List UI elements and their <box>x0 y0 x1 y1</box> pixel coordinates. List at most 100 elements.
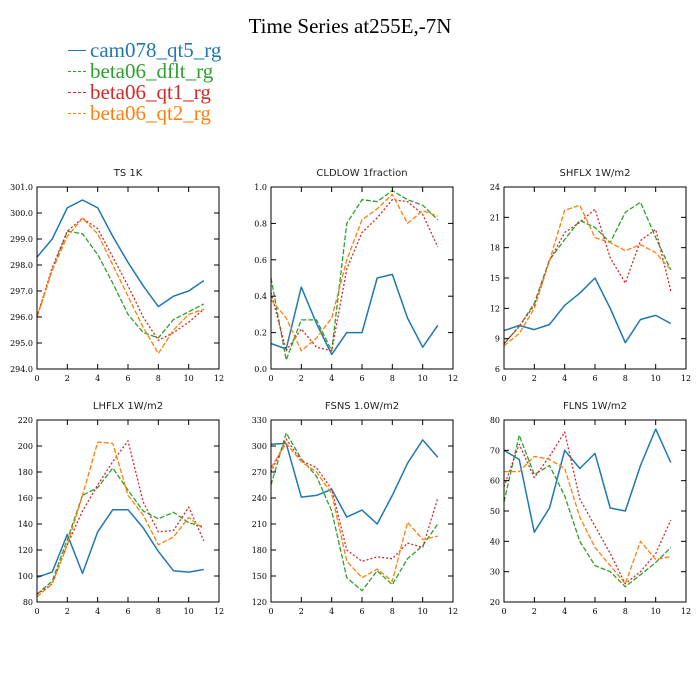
x-tick-label: 6 <box>359 607 364 616</box>
chart-panel-5: FSNS 1.0W/m2 0 2 4 6 8 10 12 120 150 180 210 240 270 3… <box>252 401 458 616</box>
x-tick-label: 2 <box>65 374 70 383</box>
legend-swatch <box>68 92 86 93</box>
x-tick-label: 0 <box>501 607 506 616</box>
y-tick-label: 330 <box>252 416 267 425</box>
y-tick-label: 0.8 <box>254 219 267 228</box>
y-tick-label: 120 <box>252 598 267 607</box>
x-tick-label: 8 <box>390 607 395 616</box>
y-tick-label: 0.6 <box>254 256 267 265</box>
series-line-beta06_qt2_rg <box>270 442 438 582</box>
x-tick-label: 8 <box>623 607 628 616</box>
y-tick-label: 15 <box>490 274 500 283</box>
series-line-beta06_dflt_rg <box>503 434 672 588</box>
y-tick-label: 80 <box>23 598 33 607</box>
series-line-cam078_qt5_rg <box>36 508 204 579</box>
x-tick-label: 6 <box>592 374 597 383</box>
panel-title: FSNS 1.0W/m2 <box>325 401 399 412</box>
x-tick-label: 12 <box>681 607 691 616</box>
x-tick-label: 2 <box>65 607 70 616</box>
series-line-beta06_qt1_rg <box>270 199 439 352</box>
y-tick-label: 24 <box>490 183 500 192</box>
x-tick-label: 12 <box>448 374 458 383</box>
y-tick-label: 6 <box>495 365 500 374</box>
x-tick-label: 6 <box>125 374 130 383</box>
series-line-cam078_qt5_rg <box>36 199 205 308</box>
y-tick-label: 1.0 <box>254 183 267 192</box>
x-tick-label: 2 <box>532 607 537 616</box>
y-tick-label: 0.4 <box>254 292 267 301</box>
series-line-beta06_dflt_rg <box>503 201 672 345</box>
x-tick-label: 0 <box>34 374 39 383</box>
x-tick-label: 2 <box>299 374 304 383</box>
x-tick-label: 8 <box>156 374 161 383</box>
x-tick-label: 10 <box>184 607 194 616</box>
y-tick-label: 0.2 <box>254 329 267 338</box>
x-tick-label: 8 <box>623 374 628 383</box>
x-tick-label: 10 <box>184 374 194 383</box>
legend-label: beta06_qt1_rg <box>90 80 211 104</box>
x-tick-label: 12 <box>214 607 224 616</box>
x-tick-label: 4 <box>95 374 100 383</box>
series-line-beta06_qt1_rg <box>503 431 672 585</box>
y-tick-label: 50 <box>490 507 500 516</box>
chart-panel-6: FLNS 1W/m2 0 2 4 6 8 10 12 20 30 40 50 60 70 80 <box>490 401 691 616</box>
chart-panel-4: LHFLX 1W/m2 0 2 4 6 8 10 12 80 100 120 140 160 180 200… <box>18 401 224 616</box>
series-line-beta06_qt2_rg <box>36 441 205 598</box>
y-tick-label: 296.0 <box>10 313 33 322</box>
x-tick-label: 10 <box>651 374 661 383</box>
y-tick-label: 120 <box>18 546 33 555</box>
y-tick-label: 295.0 <box>10 339 33 348</box>
x-tick-label: 4 <box>329 374 334 383</box>
y-tick-label: 299.0 <box>10 235 33 244</box>
y-tick-label: 9 <box>495 335 500 344</box>
y-tick-label: 40 <box>490 537 500 546</box>
y-tick-label: 60 <box>490 477 500 486</box>
series-line-beta06_dflt_rg <box>270 189 439 361</box>
series-line-beta06_qt2_rg <box>270 193 439 352</box>
panel-title: TS 1K <box>113 168 143 179</box>
y-tick-label: 294.0 <box>10 365 33 374</box>
x-tick-label: 10 <box>418 374 428 383</box>
panel-title: CLDLOW 1fraction <box>316 168 407 179</box>
y-tick-label: 0.0 <box>254 365 267 374</box>
y-tick-label: 70 <box>490 446 500 455</box>
plot-frame <box>503 419 687 603</box>
page-title: Time Series at255E,-7N <box>248 14 452 38</box>
y-tick-label: 300.0 <box>10 209 33 218</box>
series-line-beta06_dflt_rg <box>270 432 439 592</box>
series-line-beta06_qt1_rg <box>36 440 205 595</box>
series-line-cam078_qt5_rg <box>503 428 672 533</box>
panel-title: FLNS 1W/m2 <box>563 401 627 412</box>
y-tick-label: 298.0 <box>10 261 33 270</box>
y-tick-label: 180 <box>18 468 33 477</box>
x-tick-label: 10 <box>651 607 661 616</box>
x-tick-label: 2 <box>299 607 304 616</box>
x-tick-label: 6 <box>359 374 364 383</box>
y-tick-label: 18 <box>490 244 500 253</box>
x-tick-label: 4 <box>562 374 567 383</box>
legend-swatch <box>68 113 86 114</box>
series-line-beta06_qt2_rg <box>503 204 672 347</box>
legend-label: beta06_qt2_rg <box>90 101 211 125</box>
legend-label: beta06_dflt_rg <box>90 59 214 83</box>
y-tick-label: 300 <box>252 442 267 451</box>
series-line-cam078_qt5_rg <box>270 273 439 356</box>
legend-label: cam078_qt5_rg <box>90 38 222 62</box>
series-line-beta06_qt1_rg <box>36 217 205 342</box>
series-line-cam078_qt5_rg <box>503 277 672 344</box>
x-tick-label: 8 <box>390 374 395 383</box>
chart-panel-2: CLDLOW 1fraction 0 2 4 6 8 10 12 0.0 0.2 0.4 0.6 0.8… <box>254 168 458 383</box>
y-tick-label: 80 <box>490 416 500 425</box>
panel-title: SHFLX 1W/m2 <box>560 168 631 179</box>
x-tick-label: 6 <box>592 607 597 616</box>
legend-swatch <box>68 71 86 72</box>
y-tick-label: 100 <box>18 572 33 581</box>
legend-swatch <box>68 50 86 51</box>
y-tick-label: 150 <box>252 572 267 581</box>
y-tick-label: 180 <box>252 546 267 555</box>
series-line-beta06_dflt_rg <box>36 467 204 595</box>
x-tick-label: 0 <box>501 374 506 383</box>
y-tick-label: 140 <box>18 520 33 529</box>
